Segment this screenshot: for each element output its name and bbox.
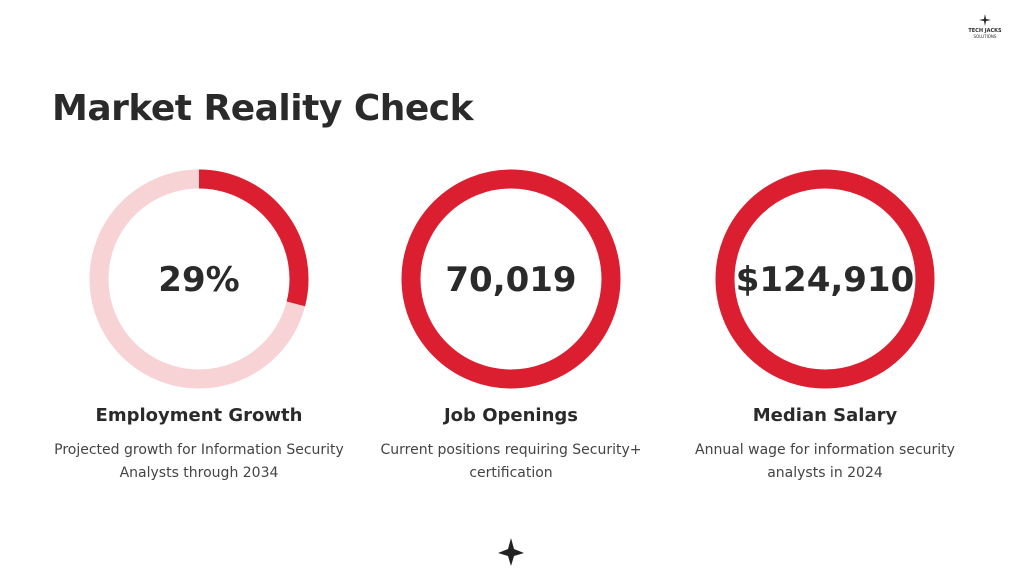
logo-tagline: SOLUTIONS xyxy=(973,34,997,39)
ring xyxy=(715,169,935,389)
stat-title: Employment Growth xyxy=(95,405,303,426)
stat-value: $124,910 xyxy=(736,260,915,300)
stat-title: Job Openings xyxy=(443,405,578,426)
ring-progress xyxy=(198,169,309,307)
logo-name: TECH JACKS xyxy=(968,28,1002,34)
stat: Median Salary Annual wage for informatio… xyxy=(675,405,975,485)
stat-title: Median Salary xyxy=(752,405,898,426)
ring xyxy=(401,169,621,389)
stat-description: Projected growth for Information Securit… xyxy=(54,442,344,481)
stat-description: Annual wage for information security ana… xyxy=(695,442,955,481)
stat-value: 29% xyxy=(158,260,239,300)
stat-description: Current positions requiring Security+ ce… xyxy=(380,442,642,481)
stat: Employment Growth Projected growth for I… xyxy=(49,405,349,485)
logo: TECH JACKS SOLUTIONS xyxy=(960,14,1010,40)
footer-icon xyxy=(498,538,524,566)
logo-icon xyxy=(979,14,991,26)
stat-value: 70,019 xyxy=(445,260,576,300)
slide-title: Market Reality Check xyxy=(52,88,474,129)
stat: Job Openings Current positions requiring… xyxy=(361,405,661,485)
